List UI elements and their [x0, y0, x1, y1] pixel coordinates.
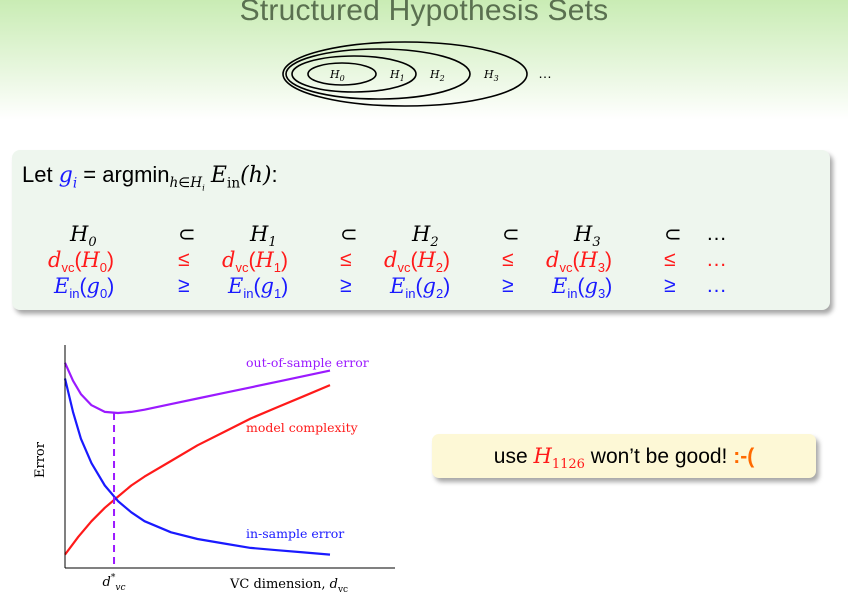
- subset-op-1: ⊂: [178, 223, 196, 246]
- error-vs-vc-dimension-chart: Error d*vc VC dimension, dvc out-of-samp…: [33, 345, 395, 595]
- nest-label-h1: H1: [389, 68, 405, 83]
- le-op-3: ≤: [502, 248, 514, 271]
- hyp-h2: H2: [412, 222, 439, 251]
- dvc-h3: dvc(H3): [546, 248, 613, 276]
- definition-prefix: Let: [22, 162, 53, 187]
- ein-g1: Ein(g1): [228, 274, 289, 302]
- note-hyp-symbol: H: [533, 444, 552, 468]
- conclusion-note: use H1126 won’t be good! :-(: [432, 434, 816, 478]
- hyp-h0: H0: [70, 222, 97, 251]
- nest-label-h3: H3: [483, 68, 499, 83]
- hyp-row: H0 ⊂ H1 ⊂ H2 ⊂ H3 ⊂ …: [12, 222, 830, 250]
- note-hyp-sub: 1126: [551, 457, 585, 473]
- note-prefix: use: [493, 445, 528, 468]
- dvc-h2: dvc(H2): [384, 248, 451, 276]
- hyp-h3: H3: [574, 222, 601, 251]
- definition-line: Let gi = argminh∈Hi Ein(h):: [22, 162, 278, 194]
- sad-face-emoticon: :-(: [733, 445, 755, 468]
- ein-row: Ein(g0) ≥ Ein(g1) ≥ Ein(g2) ≥ Ein(g3) ≥ …: [12, 274, 830, 302]
- ein-g3: Ein(g3): [552, 274, 613, 302]
- eq-sign: =: [83, 162, 97, 187]
- dvc-row: dvc(H0) ≤ dvc(H1) ≤ dvc(H2) ≤ dvc(H3) ≤ …: [12, 248, 830, 276]
- ge-op-2: ≥: [340, 274, 352, 297]
- series-label-out-of-sample: out-of-sample error: [246, 355, 369, 370]
- ellipse-h2: [285, 48, 471, 100]
- nest-ellipsis: …: [538, 65, 552, 81]
- note-suffix: won’t be good!: [590, 445, 728, 468]
- nest-label-h0: H0: [329, 68, 345, 83]
- ein-ellipsis: …: [706, 274, 727, 297]
- series-line-model-complexity: [64, 384, 331, 556]
- y-axis-label: Error: [33, 441, 48, 478]
- ein-g0: Ein(g0): [54, 274, 115, 302]
- series-label-model-complexity: model complexity: [246, 420, 359, 435]
- argmin-text: argminh∈Hi: [102, 162, 205, 194]
- nest-label-h2: H2: [429, 68, 445, 83]
- subset-op-3: ⊂: [502, 223, 520, 246]
- dvc-ellipsis: …: [706, 248, 727, 271]
- note-hyp: H1126: [533, 444, 584, 472]
- ellipse-h1: [291, 55, 417, 93]
- dvc-h0: dvc(H0): [48, 248, 115, 276]
- le-op-4: ≤: [664, 248, 676, 271]
- x-marker-label: d*vc: [103, 573, 126, 593]
- ellipse-h3: [282, 41, 528, 107]
- ge-op-4: ≥: [664, 274, 676, 297]
- subset-op-4: ⊂: [664, 223, 682, 246]
- definition-box: Let gi = argminh∈Hi Ein(h): H0 ⊂ H1 ⊂ H2…: [12, 150, 830, 310]
- hyp-ellipsis: …: [706, 222, 727, 245]
- series-label-in-sample: in-sample error: [246, 526, 344, 541]
- x-axis-label: VC dimension, dvc: [229, 577, 348, 595]
- ein-g2: Ein(g2): [390, 274, 451, 302]
- le-op-1: ≤: [178, 248, 190, 271]
- slide-title: Structured Hypothesis Sets: [239, 0, 609, 27]
- dvc-h1: dvc(H1): [222, 248, 289, 276]
- slide-header: Structured Hypothesis Sets H0 H1 H2 H3 …: [0, 0, 848, 120]
- ge-op-1: ≥: [178, 274, 190, 297]
- series-line-out-of-sample-error: [63, 362, 331, 415]
- subset-op-2: ⊂: [340, 223, 358, 246]
- ge-op-3: ≥: [502, 274, 514, 297]
- hyp-h1: H1: [250, 222, 277, 251]
- nested-hypothesis-diagram: H0 H1 H2 H3 …: [282, 41, 552, 107]
- g-i: gi: [58, 163, 78, 192]
- series-line-in-sample-error: [63, 378, 331, 556]
- ein-of-h: Ein(h): [210, 163, 272, 192]
- ellipse-h0: [307, 62, 377, 86]
- le-op-2: ≤: [340, 248, 352, 271]
